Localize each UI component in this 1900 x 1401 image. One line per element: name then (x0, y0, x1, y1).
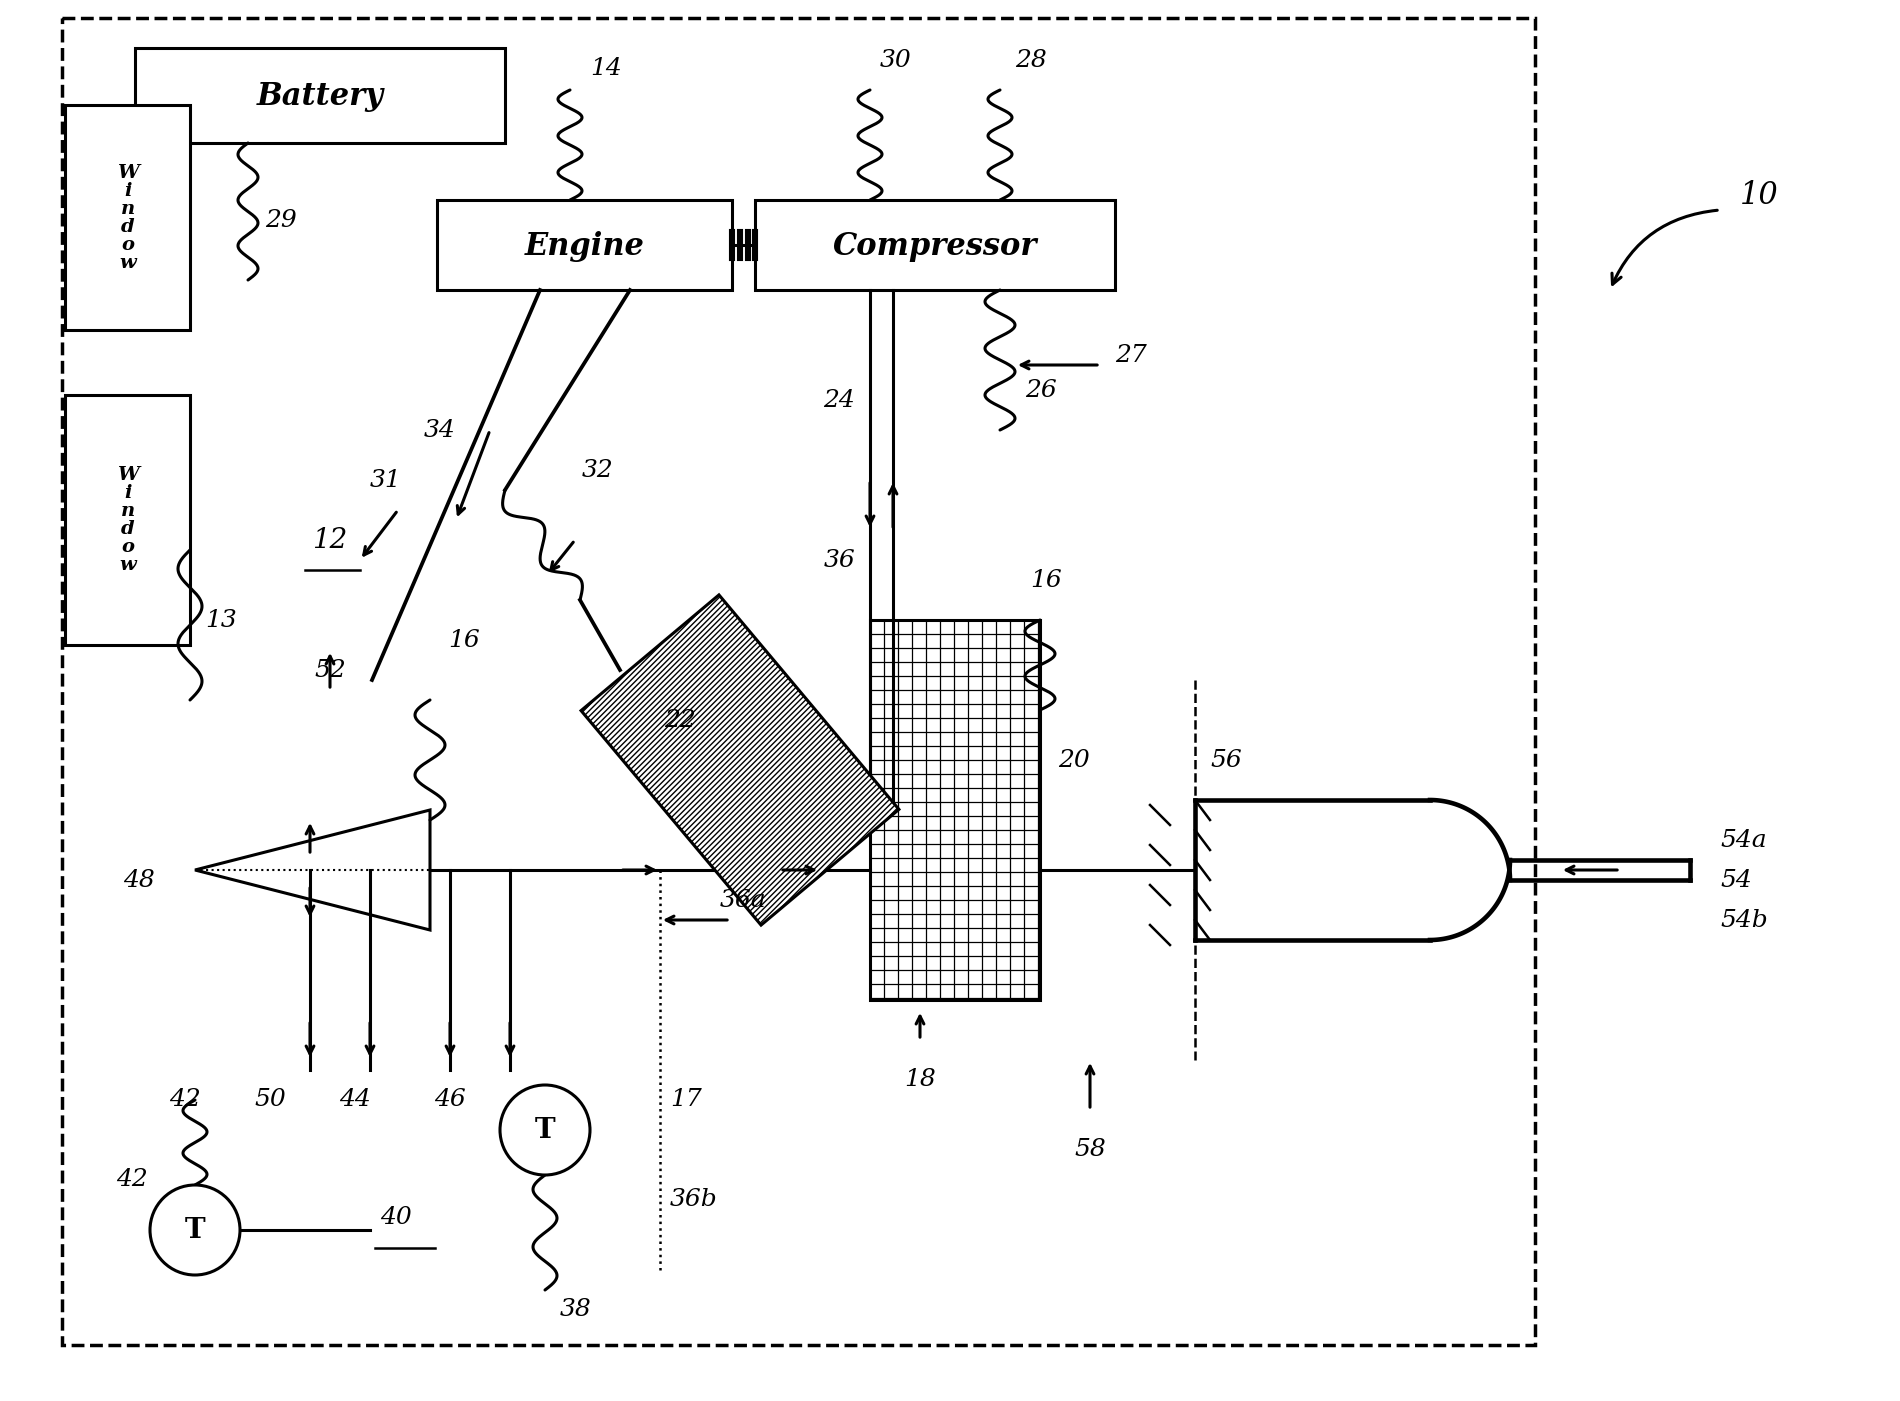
Text: 44: 44 (338, 1089, 370, 1111)
Text: 12: 12 (312, 527, 348, 553)
Text: 42: 42 (116, 1168, 148, 1191)
Text: 29: 29 (264, 209, 296, 231)
Text: T: T (534, 1117, 555, 1143)
Text: 36b: 36b (671, 1188, 718, 1212)
Text: Engine: Engine (524, 231, 644, 262)
Text: 40: 40 (380, 1206, 412, 1230)
Circle shape (150, 1185, 239, 1275)
Text: 36a: 36a (720, 888, 766, 912)
Text: 16: 16 (1030, 569, 1062, 591)
Polygon shape (581, 595, 899, 925)
Text: W
i
n
d
o
w: W i n d o w (118, 164, 139, 272)
Text: 31: 31 (370, 468, 401, 492)
Text: 24: 24 (823, 388, 855, 412)
Text: 22: 22 (665, 709, 695, 731)
Text: W
i
n
d
o
w: W i n d o w (118, 467, 139, 574)
Text: 54: 54 (1720, 869, 1752, 891)
Text: Battery: Battery (256, 80, 384, 112)
Text: 50: 50 (255, 1089, 285, 1111)
Text: 32: 32 (581, 458, 614, 482)
Circle shape (500, 1084, 591, 1175)
Text: 30: 30 (880, 49, 912, 71)
Text: 42: 42 (169, 1089, 201, 1111)
Text: 34: 34 (424, 419, 454, 441)
Bar (870, 621, 1039, 1000)
Text: 56: 56 (1210, 748, 1243, 772)
Text: 36: 36 (823, 549, 855, 572)
Text: 38: 38 (560, 1299, 591, 1321)
Text: 58: 58 (1074, 1139, 1106, 1161)
Bar (437, 200, 732, 290)
Text: 13: 13 (205, 608, 238, 632)
Text: 52: 52 (314, 658, 346, 681)
Bar (65, 395, 190, 644)
Bar (65, 105, 190, 331)
Text: T: T (184, 1216, 205, 1244)
Text: 18: 18 (904, 1069, 937, 1091)
Text: 16: 16 (448, 629, 481, 651)
Text: 54a: 54a (1720, 828, 1767, 852)
Bar (135, 48, 505, 143)
Text: 27: 27 (1115, 343, 1148, 367)
Text: 10: 10 (1740, 179, 1778, 210)
Text: 20: 20 (1058, 748, 1091, 772)
Text: 14: 14 (591, 56, 621, 80)
Text: 54b: 54b (1720, 908, 1767, 932)
Text: 46: 46 (433, 1089, 465, 1111)
Text: 28: 28 (1015, 49, 1047, 71)
Bar (754, 200, 1115, 290)
Text: 48: 48 (124, 869, 156, 891)
Text: Compressor: Compressor (832, 231, 1037, 262)
Text: 26: 26 (1024, 378, 1056, 402)
Text: 17: 17 (671, 1089, 701, 1111)
